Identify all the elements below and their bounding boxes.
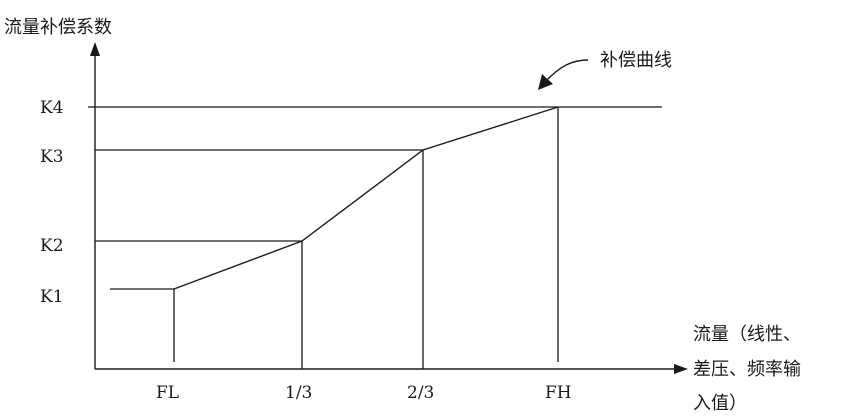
x-axis-arrowhead — [674, 364, 688, 374]
x-axis-label-line-2: 差压、频率输 — [693, 359, 801, 380]
x-axis-label-line-1: 流量（线性、 — [693, 324, 801, 345]
y-label-k2: K2 — [40, 236, 64, 256]
x-label-fh: FH — [545, 383, 572, 403]
curve-label: 补偿曲线 — [600, 50, 672, 71]
y-label-k3: K3 — [40, 147, 64, 167]
x-axis-label-line-3: 入值） — [693, 393, 747, 412]
y-axis-arrowhead — [90, 42, 100, 56]
y-label-k1: K1 — [40, 287, 64, 307]
curve-pointer-arrow — [545, 60, 588, 82]
x-label-one-third: 1/3 — [285, 383, 312, 403]
x-label-two-thirds: 2/3 — [407, 383, 434, 403]
y-label-k4: K4 — [40, 98, 64, 118]
y-axis-label: 流量补偿系数 — [4, 17, 112, 38]
x-label-fl: FL — [156, 383, 179, 403]
compensation-curve — [174, 107, 558, 289]
